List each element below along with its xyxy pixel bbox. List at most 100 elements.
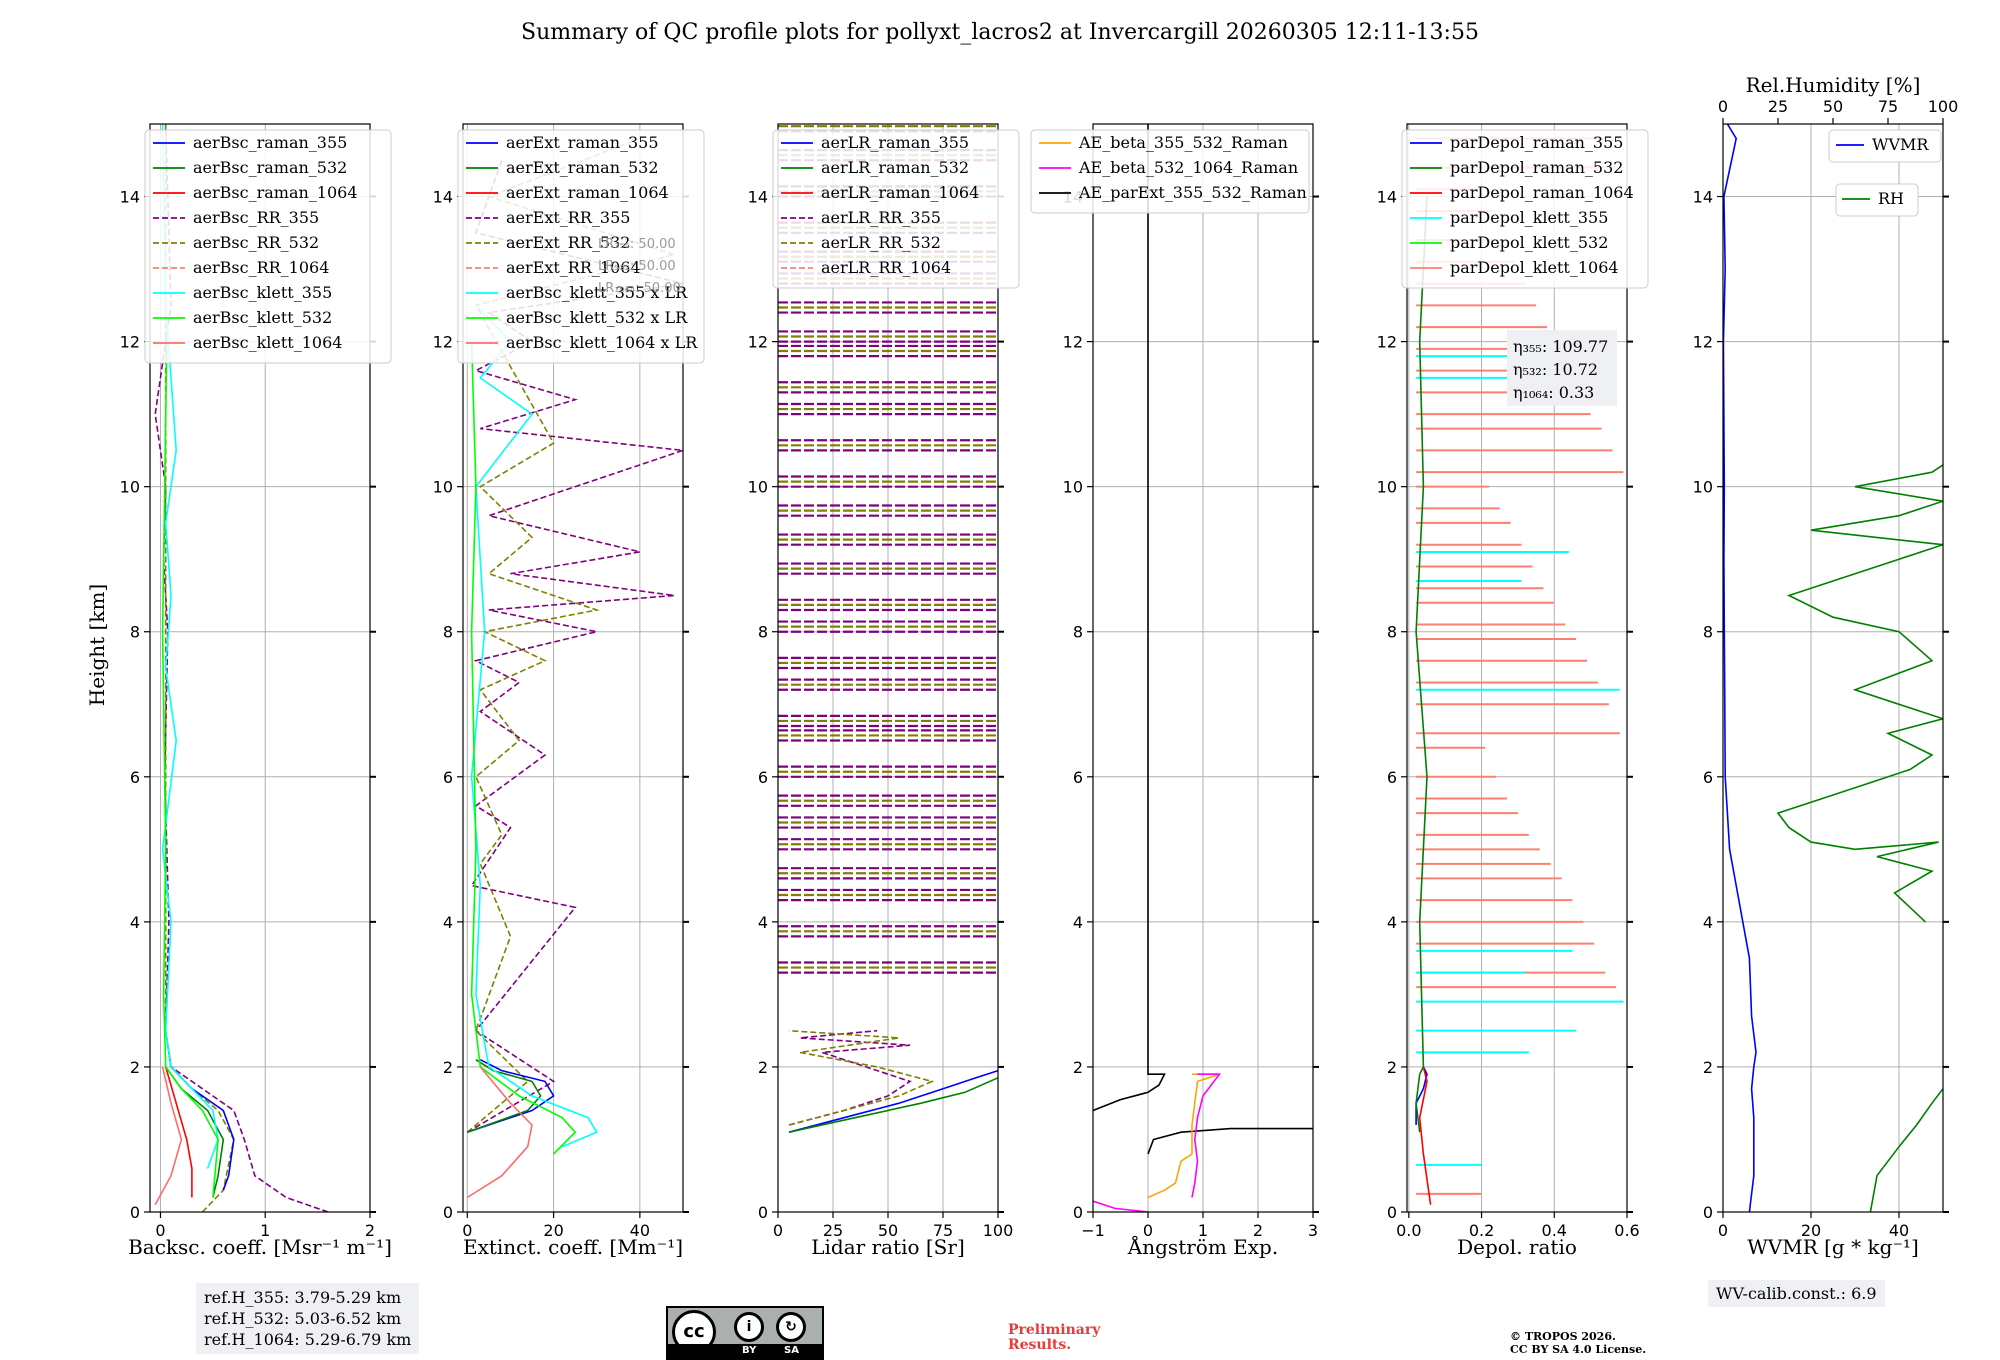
- series-line-WVMR: [1723, 124, 1757, 1212]
- x-tick-label: 2: [1253, 1221, 1263, 1240]
- series-line-aerLR_RR_532: [788, 1029, 935, 1126]
- eta-annotation: η₃₅₅: 109.77: [1513, 337, 1608, 356]
- license-sa-label: SA: [784, 1345, 799, 1356]
- y-tick-label: 12: [1693, 333, 1713, 352]
- series-line-aerBsc_klett_355 x LR: [470, 304, 598, 1148]
- cc-by-sa-badge: cc i ↻ BY SA: [666, 1306, 824, 1360]
- x-tick-label: 0: [462, 1221, 472, 1240]
- license-by-label: BY: [742, 1345, 757, 1356]
- x-tick-label: 100: [983, 1221, 1014, 1240]
- legend-box: [457, 129, 705, 364]
- legend-entry: AE_beta_355_532_Raman: [1078, 133, 1288, 152]
- x-tick-label: 1: [1198, 1221, 1208, 1240]
- x-axis-label: Backsc. coeff. [Msr⁻¹ m⁻¹]: [128, 1235, 392, 1259]
- legend-entry: aerLR_RR_355: [821, 208, 941, 227]
- eta-annotation: η₁₀₆₄: 0.33: [1513, 383, 1594, 402]
- y-tick-label: 12: [433, 333, 453, 352]
- x-tick-label: 0.4: [1542, 1221, 1567, 1240]
- legend-entry: parDepol_raman_355: [1450, 133, 1623, 152]
- x-tick-label: 40: [630, 1221, 650, 1240]
- legend-entry: aerLR_RR_532: [821, 233, 941, 252]
- top-x-tick-label: 25: [1768, 97, 1788, 116]
- y-tick-label: 6: [1387, 768, 1397, 787]
- y-tick-label: 6: [1073, 768, 1083, 787]
- ref-height-355: ref.H_355: 3.79-5.29 km: [204, 1288, 402, 1307]
- series-line-AE_parExt_355_532_Raman: [1093, 124, 1166, 1112]
- series-line-aerLR_raman_355: [788, 1069, 998, 1133]
- y-tick-label: 10: [433, 478, 453, 497]
- plot-frame: [462, 123, 684, 1213]
- eta-annotation: η₅₃₂: 10.72: [1513, 360, 1598, 379]
- x-tick-label: 0.6: [1614, 1221, 1639, 1240]
- y-tick-label: 0: [1703, 1203, 1713, 1222]
- legend-entry: aerExt_raman_355: [506, 133, 659, 152]
- series-line-RH_upper: [1776, 464, 1943, 923]
- series-line-AE_beta_532_1064_Raman: [1191, 1073, 1222, 1198]
- x-tick-label: 2: [365, 1221, 375, 1240]
- person-icon: i: [734, 1312, 764, 1342]
- series-line-aerBsc_raman_1064: [164, 1066, 193, 1198]
- y-tick-label: 8: [443, 623, 453, 642]
- y-tick-label: 8: [1073, 623, 1083, 642]
- y-tick-label: 10: [1693, 478, 1713, 497]
- x-axis-label: Extinct. coeff. [Mm⁻¹]: [463, 1235, 683, 1259]
- series-line-parDepol_raman_355: [1415, 1066, 1428, 1125]
- x-axis-label: Lidar ratio [Sr]: [811, 1235, 965, 1259]
- y-tick-label: 6: [130, 768, 140, 787]
- legend-entry: aerBsc_klett_1064: [193, 333, 342, 352]
- lr-annotation: LR₃₅₅: 50.00: [598, 237, 676, 252]
- legend-entry: aerBsc_klett_532 x LR: [506, 308, 688, 327]
- x-tick-label: 0: [155, 1221, 165, 1240]
- x-tick-label: −1: [1081, 1221, 1105, 1240]
- y-tick-label: 10: [748, 478, 768, 497]
- legend-entry: aerBsc_RR_355: [193, 208, 319, 227]
- y-tick-label: 12: [120, 333, 140, 352]
- y-tick-label: 2: [130, 1058, 140, 1077]
- y-tick-label: 6: [1703, 768, 1713, 787]
- y-tick-label: 10: [120, 478, 140, 497]
- legend-entry: aerBsc_klett_532: [193, 308, 332, 327]
- legend-entry: aerBsc_raman_355: [193, 133, 347, 152]
- y-tick-label: 2: [758, 1058, 768, 1077]
- legend-entry: aerBsc_RR_532: [193, 233, 319, 252]
- ref-height-532: ref.H_532: 5.03-6.52 km: [204, 1309, 402, 1328]
- legend-entry: parDepol_klett_532: [1450, 233, 1608, 252]
- legend-entry: parDepol_klett_1064: [1450, 258, 1619, 277]
- series-line-aerLR_raman_532: [788, 1077, 998, 1133]
- y-tick-label: 8: [130, 623, 140, 642]
- legend-entry: aerExt_RR_1064: [506, 258, 641, 277]
- panel-ext: 0 20 40 0 2 4 6 8 10 12 14 Extinct. coeff. [Mm⁻¹] ae…: [433, 123, 705, 1259]
- legend-box: [144, 129, 392, 364]
- panel-ae: −1012302468101214Ångström Exp.AE_beta_35…: [1030, 123, 1319, 1259]
- y-tick-label: 10: [1377, 478, 1397, 497]
- y-tick-label: 12: [748, 333, 768, 352]
- y-tick-label: 2: [1073, 1058, 1083, 1077]
- y-tick-label: 8: [758, 623, 768, 642]
- y-tick-label: 0: [1073, 1203, 1083, 1222]
- y-tick-label: 8: [1387, 623, 1397, 642]
- x-tick-label: 3: [1308, 1221, 1318, 1240]
- series-line-aerBsc_klett_1064: [154, 1066, 183, 1206]
- preliminary-note: Preliminary Results.: [1008, 1323, 1100, 1353]
- top-x-tick-label: 75: [1878, 97, 1898, 116]
- legend-entry: aerLR_RR_1064: [821, 258, 951, 277]
- y-tick-label: 0: [130, 1203, 140, 1222]
- copyright-note: © TROPOS 2026. CC BY SA 4.0 License.: [1510, 1330, 1646, 1356]
- y-tick-label: 8: [1703, 623, 1713, 642]
- preliminary-line-1: Preliminary: [1008, 1322, 1101, 1338]
- y-tick-label: 6: [758, 768, 768, 787]
- x-tick-label: 50: [878, 1221, 898, 1240]
- legend-entry: AE_parExt_355_532_Raman: [1078, 183, 1307, 202]
- y-tick-label: 4: [443, 913, 453, 932]
- series-line-aerLR_RR_355: [788, 1029, 912, 1126]
- legend-entry: aerExt_raman_1064: [506, 183, 669, 202]
- legend-box: [772, 129, 1020, 289]
- lr-annotation: LR₁₀₆₄: 50.00: [598, 281, 681, 296]
- legend-entry: aerBsc_raman_532: [193, 158, 347, 177]
- series-line-AE_parExt_355_532_Raman_low: [1147, 1127, 1313, 1155]
- preliminary-line-2: Results.: [1008, 1337, 1072, 1353]
- legend-entry: parDepol_raman_532: [1450, 158, 1623, 177]
- copyright-line-1: © TROPOS 2026.: [1510, 1330, 1616, 1343]
- legend-entry-wvmr: WVMR: [1872, 135, 1929, 154]
